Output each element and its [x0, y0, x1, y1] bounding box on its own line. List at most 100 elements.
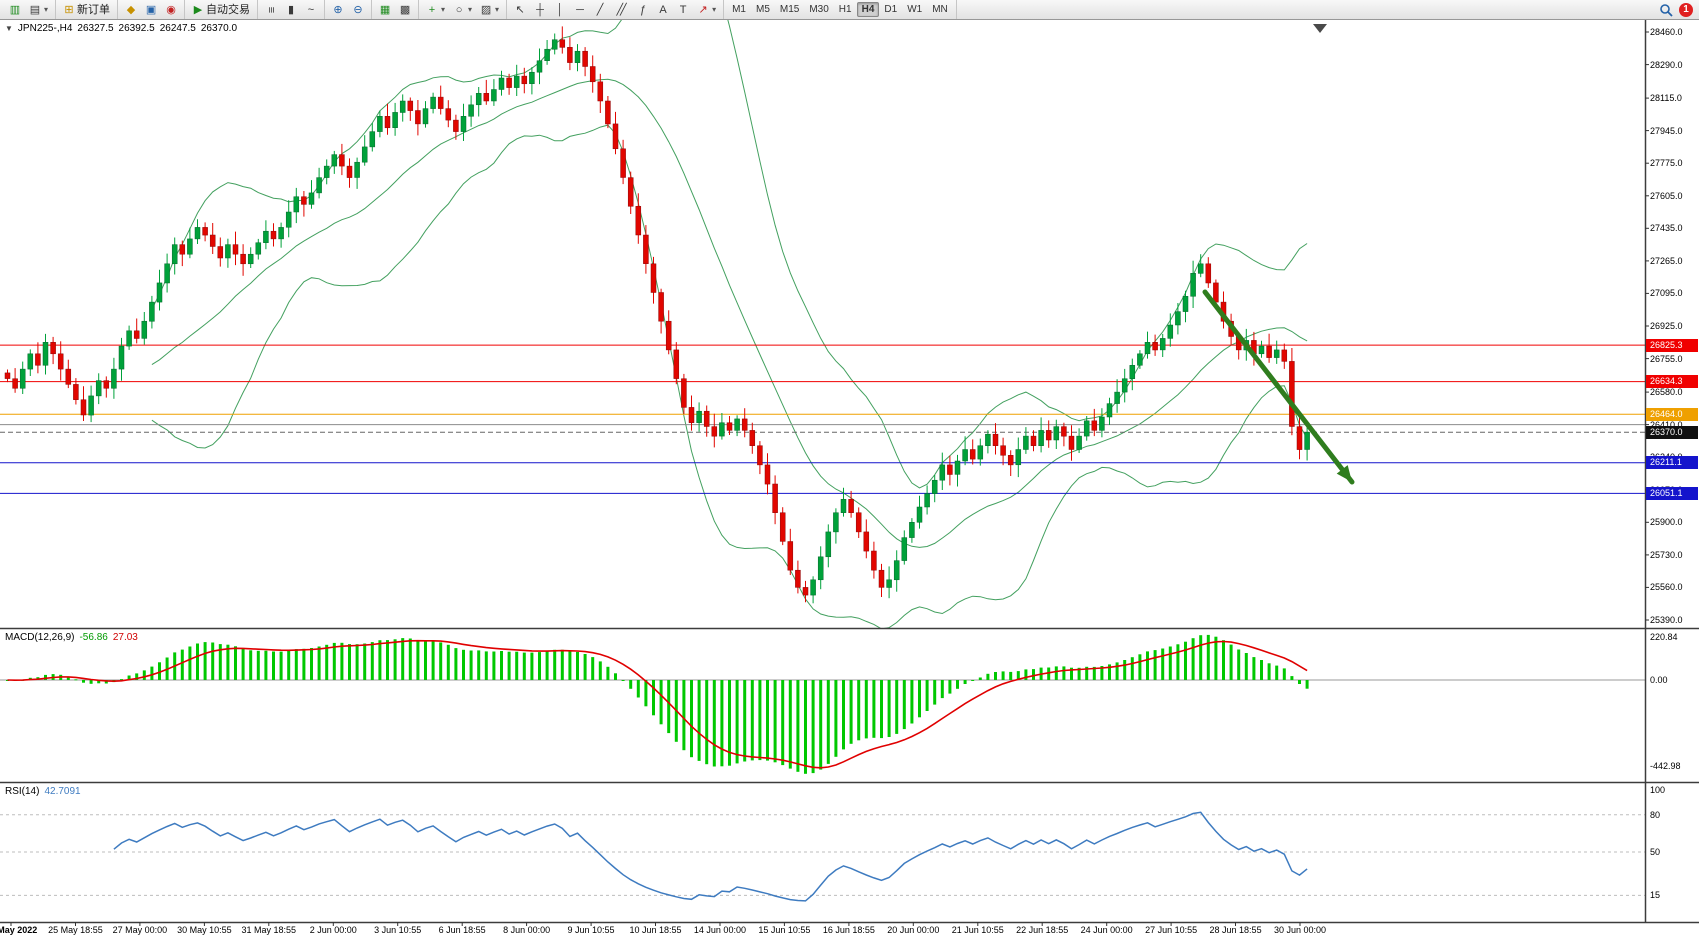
timeframe-w1[interactable]: W1 — [902, 2, 927, 17]
price-axis-label: 26580.0 — [1650, 387, 1683, 398]
vertical-line-icon: │ — [556, 3, 564, 16]
profiles-button[interactable]: ▤ ▾ — [25, 1, 52, 19]
timeframe-h4[interactable]: H4 — [856, 2, 880, 17]
dropdown-caret-icon: ▾ — [712, 4, 717, 14]
timeframe-m15[interactable]: M15 — [775, 2, 804, 17]
alerts-button[interactable]: ◉ — [161, 1, 181, 19]
symbol-timeframe-label: JPN225-,H4 — [17, 23, 73, 34]
price-tag-26370.0[interactable]: 26370.0 — [1646, 425, 1698, 439]
time-axis-label: 27 Jun 10:55 — [1145, 925, 1198, 935]
rsi-panel-layer — [0, 811, 1645, 902]
macd-label: MACD(12,26,9) -56.86 27.03 — [5, 632, 138, 643]
price-tag-26634.3[interactable]: 26634.3 — [1646, 375, 1698, 389]
chart-type-group: ≡ ▮ ~ — [258, 0, 326, 19]
time-axis-label: 3 Jun 10:55 — [374, 925, 422, 935]
timeframe-label: M1 — [732, 4, 746, 15]
templates-button[interactable]: ▨ ▾ — [476, 1, 503, 19]
vertical-line-button[interactable]: │ — [550, 1, 570, 19]
new-order-button[interactable]: ⊞ 新订单 — [59, 1, 114, 19]
price-axis-label: 28115.0 — [1650, 93, 1682, 104]
search-icon[interactable] — [1659, 3, 1673, 17]
price-tag-26825.3[interactable]: 26825.3 — [1646, 338, 1698, 352]
toolbar-groups: ▥ ▤ ▾ ⊞ 新订单 ◆ ▣ ◉ ▶ 自动交易 ≡ ▮ ~ ⊕ ⊖ ▦ ▩ + ▾ ○ ▾ ▨ ▾ ↖ ┼ │ ─ ╱ ╱╱ ƒ A T ↗ ▾… — [2, 0, 957, 19]
timeframe-mn[interactable]: MN — [927, 2, 953, 17]
time-axis-label: 25 May 18:55 — [48, 925, 103, 935]
horizontal-line-button[interactable]: ─ — [570, 1, 590, 19]
bar-chart-button[interactable]: ≡ — [261, 1, 281, 19]
timeframe-label: H4 — [861, 4, 875, 15]
autotrading-group: ▶ 自动交易 — [185, 0, 259, 19]
new-order-icon: ⊞ — [64, 3, 74, 16]
candlestick-chart-icon: ▮ — [287, 3, 295, 16]
new-chart-button[interactable]: ▥ — [5, 1, 25, 19]
time-axis-label: 27 May 00:00 — [112, 925, 168, 935]
notification-badge[interactable]: 1 — [1679, 2, 1693, 17]
indicators-button[interactable]: + ▾ — [422, 1, 449, 19]
crosshair-button[interactable]: ┼ — [530, 1, 550, 19]
zoom-in-button[interactable]: ⊕ — [328, 1, 348, 19]
text-button[interactable]: A — [653, 1, 673, 19]
trend-arrow[interactable] — [1202, 289, 1355, 485]
time-axis-label: 2 Jun 00:00 — [309, 925, 357, 935]
timeframe-h1[interactable]: H1 — [834, 2, 857, 17]
zoom-out-icon: ⊖ — [353, 3, 363, 16]
price-axis-label: 27945.0 — [1650, 125, 1683, 136]
chart-window[interactable]: ▼ JPN225-,H4 26327.5 26392.5 26247.5 263… — [0, 20, 1699, 938]
collapse-arrow-icon[interactable]: ▼ — [5, 24, 13, 33]
rsi-label: RSI(14) 42.7091 — [5, 786, 81, 797]
timeframe-m30[interactable]: M30 — [804, 2, 833, 17]
channel-button[interactable]: ╱╱ — [610, 1, 633, 19]
time-axis-label: 24 May 2022 — [0, 925, 38, 935]
cursor-button[interactable]: ↖ — [510, 1, 530, 19]
candles-layer[interactable] — [4, 26, 1310, 604]
zoom-out-button[interactable]: ⊖ — [348, 1, 368, 19]
price-axis-label: 25900.0 — [1650, 517, 1683, 528]
zoom-group: ⊕ ⊖ — [325, 0, 373, 19]
autotrading-label: 自动交易 — [206, 3, 251, 16]
price-axis-label: 26410.0 — [1650, 419, 1683, 430]
macd-signal-line — [7, 639, 1308, 769]
add-group: + ▾ ○ ▾ ▨ ▾ — [419, 0, 508, 19]
rsi-name: RSI(14) — [5, 786, 40, 797]
price-tag-26464.0[interactable]: 26464.0 — [1646, 407, 1698, 421]
timeframe-d1[interactable]: D1 — [879, 2, 902, 17]
tile-windows-button[interactable]: ▦ — [375, 1, 395, 19]
macd-axis-label: -442.98 — [1650, 761, 1681, 772]
arrows-button[interactable]: ↗ ▾ — [693, 1, 720, 19]
autotrading-button[interactable]: ▶ 自动交易 — [188, 1, 254, 19]
windows-group: ▦ ▩ — [372, 0, 420, 19]
macd-name: MACD(12,26,9) — [5, 632, 75, 643]
line-chart-button[interactable]: ~ — [301, 1, 321, 19]
timeframe-m1[interactable]: M1 — [727, 2, 751, 17]
time-axis-label: 14 Jun 00:00 — [693, 925, 746, 935]
metaeditor-button[interactable]: ◆ — [121, 1, 141, 19]
line-chart-icon: ~ — [307, 3, 315, 16]
time-axis-label: 6 Jun 18:55 — [438, 925, 486, 935]
market-button[interactable]: ▣ — [141, 1, 161, 19]
auto-arrange-button[interactable]: ▩ — [395, 1, 415, 19]
chart-canvas[interactable] — [0, 20, 1699, 938]
price-tag-26211.1[interactable]: 26211.1 — [1646, 456, 1698, 470]
candlestick-chart-button[interactable]: ▮ — [281, 1, 301, 19]
auto-arrange-icon: ▩ — [399, 3, 411, 16]
shift-end-marker[interactable] — [1313, 24, 1327, 33]
periods-button[interactable]: ○ ▾ — [449, 1, 476, 19]
price-axis-label: 27605.0 — [1650, 190, 1683, 201]
timeframe-label: W1 — [907, 4, 923, 15]
timeframe-label: D1 — [884, 4, 898, 15]
rsi-axis-label: 15 — [1650, 890, 1661, 901]
timeframe-label: H1 — [838, 4, 852, 15]
trendline-button[interactable]: ╱ — [590, 1, 610, 19]
horizontal-line-icon: ─ — [576, 3, 584, 16]
timeframe-m5[interactable]: M5 — [751, 2, 775, 17]
dropdown-caret-icon: ▾ — [468, 4, 473, 14]
price-axis-label: 27265.0 — [1650, 255, 1683, 266]
fibonacci-button[interactable]: ƒ — [633, 1, 653, 19]
chart-ohlc-label: ▼ JPN225-,H4 26327.5 26392.5 26247.5 263… — [5, 23, 237, 34]
alerts-icon: ◉ — [166, 3, 176, 16]
time-axis-label: 15 Jun 10:55 — [758, 925, 811, 935]
new-chart-icon: ▥ — [9, 3, 21, 16]
text-label-button[interactable]: T — [673, 1, 693, 19]
price-axis-label: 25390.0 — [1650, 615, 1683, 625]
price-tag-26051.1[interactable]: 26051.1 — [1646, 486, 1698, 500]
